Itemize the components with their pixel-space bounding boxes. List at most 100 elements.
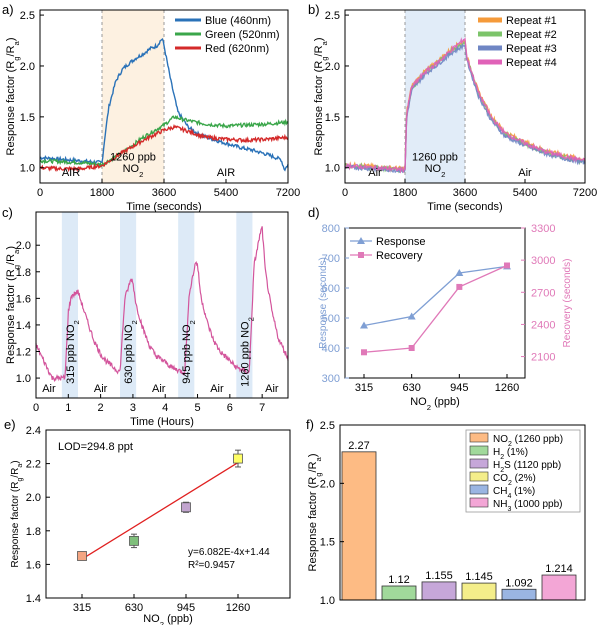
y-axis-title: Response factor (Rg/Ra) [10,460,24,567]
y-tick-label: 3000 [531,255,555,267]
x-tick-label: 630 [402,382,420,394]
bar-value-label: 1.092 [505,577,533,589]
legend-swatch [469,497,489,508]
chart-panel-a: 0 1800 3600 5400 7200 1.0 1.5 2.0 2.5 Time (secon… [2,2,300,213]
annotation-air: Air [368,167,382,179]
y-tick-label: 1.2 [16,347,31,359]
panel-label: d) [308,205,320,220]
bar [461,582,497,601]
bar-value-label: 1.12 [388,574,409,586]
x-tick-label: 1260 [226,602,250,614]
y-tick-label: 500 [322,313,340,325]
panel-label: c) [2,205,13,220]
y-tick-label: 300 [322,373,340,385]
y-tick-label: 1.8 [16,267,31,279]
legend-label: CH4 (1%) [493,486,535,500]
x-axis-title: Time (Hours) [130,416,194,428]
x-tick-label: 1800 [90,187,114,199]
y2-axis-title: Recovery (seconds) [562,259,573,348]
bar-value-label: 1.155 [425,570,453,582]
bar-value-label: 2.27 [348,440,369,452]
x-axis-title: Time (seconds) [427,201,502,213]
band-label: 630 ppb NO2 [123,320,139,384]
x-tick-label: 3 [130,402,136,414]
legend-label: Repeat #3 [506,43,557,55]
x-tick-label: 3600 [453,187,477,199]
data-point [77,551,87,561]
y-axis-title: Response factor (Rg/Ra) [313,38,329,156]
x-tick-label: 0 [342,187,348,199]
annotation-concentration: 1260 ppb [110,152,156,164]
response-marker [455,269,464,276]
x-tick-label: 5 [194,402,200,414]
x-tick-label: 5400 [214,187,238,199]
band-label: 315 ppb NO2 [65,320,81,384]
annotation-gas: NO2 [425,163,446,179]
y-tick-label: 3300 [531,223,555,235]
y-tick-label: 1.0 [16,373,31,385]
legend-marker [357,237,365,244]
x-tick-label: 2 [98,402,104,414]
y-tick-label: 1.0 [20,163,35,175]
panel-label: e) [4,417,16,432]
chart-panel-b: 0 1800 3600 5400 7200 1.0 1.5 2.0 2.5 Time (secon… [308,2,597,213]
legend-swatch [469,471,489,482]
legend-swatch [469,484,489,495]
y-tick-label: 2100 [531,352,555,364]
y-tick-label: 700 [322,253,340,265]
x-tick-label: 945 [450,382,468,394]
legend-label: Red (620nm) [205,43,269,55]
x-tick-label: 0 [33,402,39,414]
annotation-lod: LOD=294.8 ppt [58,441,133,453]
y-tick-label: 2.0 [20,61,35,73]
y-tick-label: 2.5 [325,10,340,22]
x-tick-label: 1 [65,402,71,414]
exposure-band [405,10,465,183]
y-tick-label: 1.0 [325,163,340,175]
recovery-marker [361,349,367,356]
band-label: 1260 ppb NO2 [239,317,255,387]
y-tick-label: 600 [322,283,340,295]
data-point [181,502,191,513]
plot-frame [344,227,526,379]
annotation-air: AIR [217,167,235,179]
y-tick-label: 2.2 [26,459,41,471]
legend-label: CO2 (2%) [493,473,536,487]
y-axis-title: Response factor (Rg/Ra) [5,38,21,156]
x-tick-label: 7200 [276,187,300,199]
annotation-air: Air [42,383,56,395]
x-tick-label: 630 [125,602,143,614]
bar [501,588,537,601]
response-marker [407,312,416,320]
annotation-air: Air [265,383,279,395]
x-tick-label: 1800 [393,187,417,199]
exposure-band [178,212,195,398]
recovery-marker [408,345,415,351]
exposure-band [120,212,137,398]
series-line-repeat [344,37,586,174]
chart-panel-d: 315 630 945 1260 300 400 500 600 700 800 2100 2400 2… [308,205,573,412]
legend-label: Green (520nm) [205,29,280,41]
fit-line [81,461,239,560]
y-axis-title: Response (seconds) [318,257,329,349]
series-line-response [35,226,289,383]
series-line-green [39,114,289,168]
annotation-air: Air [94,383,108,395]
legend-swatch [469,445,489,456]
bar [541,574,577,601]
legend-marker [358,252,364,258]
legend-swatch [469,458,489,469]
y-tick-label: 1.5 [325,112,340,124]
annotation-air: AIR [62,167,80,179]
annotation-r-squared: R²=0.9457 [188,560,235,571]
legend-label: H2 (1%) [493,447,528,461]
band-label: 945 ppb NO2 [181,320,197,384]
chart-panel-f: 2.27 1.12 1.155 1.145 1.092 1.214 1.0 1.5 2.0 2.5… [306,417,586,607]
x-tick-label: 945 [177,602,195,614]
y-tick-label: 2.0 [26,492,41,504]
x-tick-label: 315 [355,382,373,394]
y-tick-label: 2.0 [320,478,335,490]
y-tick-label: 1.5 [320,537,335,549]
legend-label: NH3 (1000 ppb) [493,499,563,513]
